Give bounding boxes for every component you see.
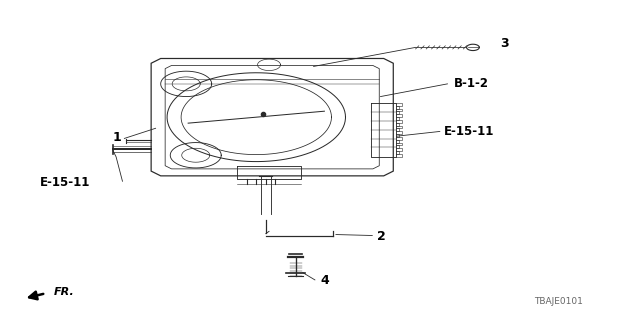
Text: B-1-2: B-1-2 — [454, 77, 489, 90]
Text: 3: 3 — [500, 37, 508, 50]
Text: FR.: FR. — [54, 287, 74, 297]
Text: E-15-11: E-15-11 — [444, 125, 495, 138]
Text: TBAJE0101: TBAJE0101 — [534, 297, 584, 306]
Text: E-15-11: E-15-11 — [40, 176, 90, 189]
Text: 4: 4 — [320, 274, 329, 287]
Text: 2: 2 — [378, 230, 386, 243]
Text: 1: 1 — [113, 131, 122, 144]
